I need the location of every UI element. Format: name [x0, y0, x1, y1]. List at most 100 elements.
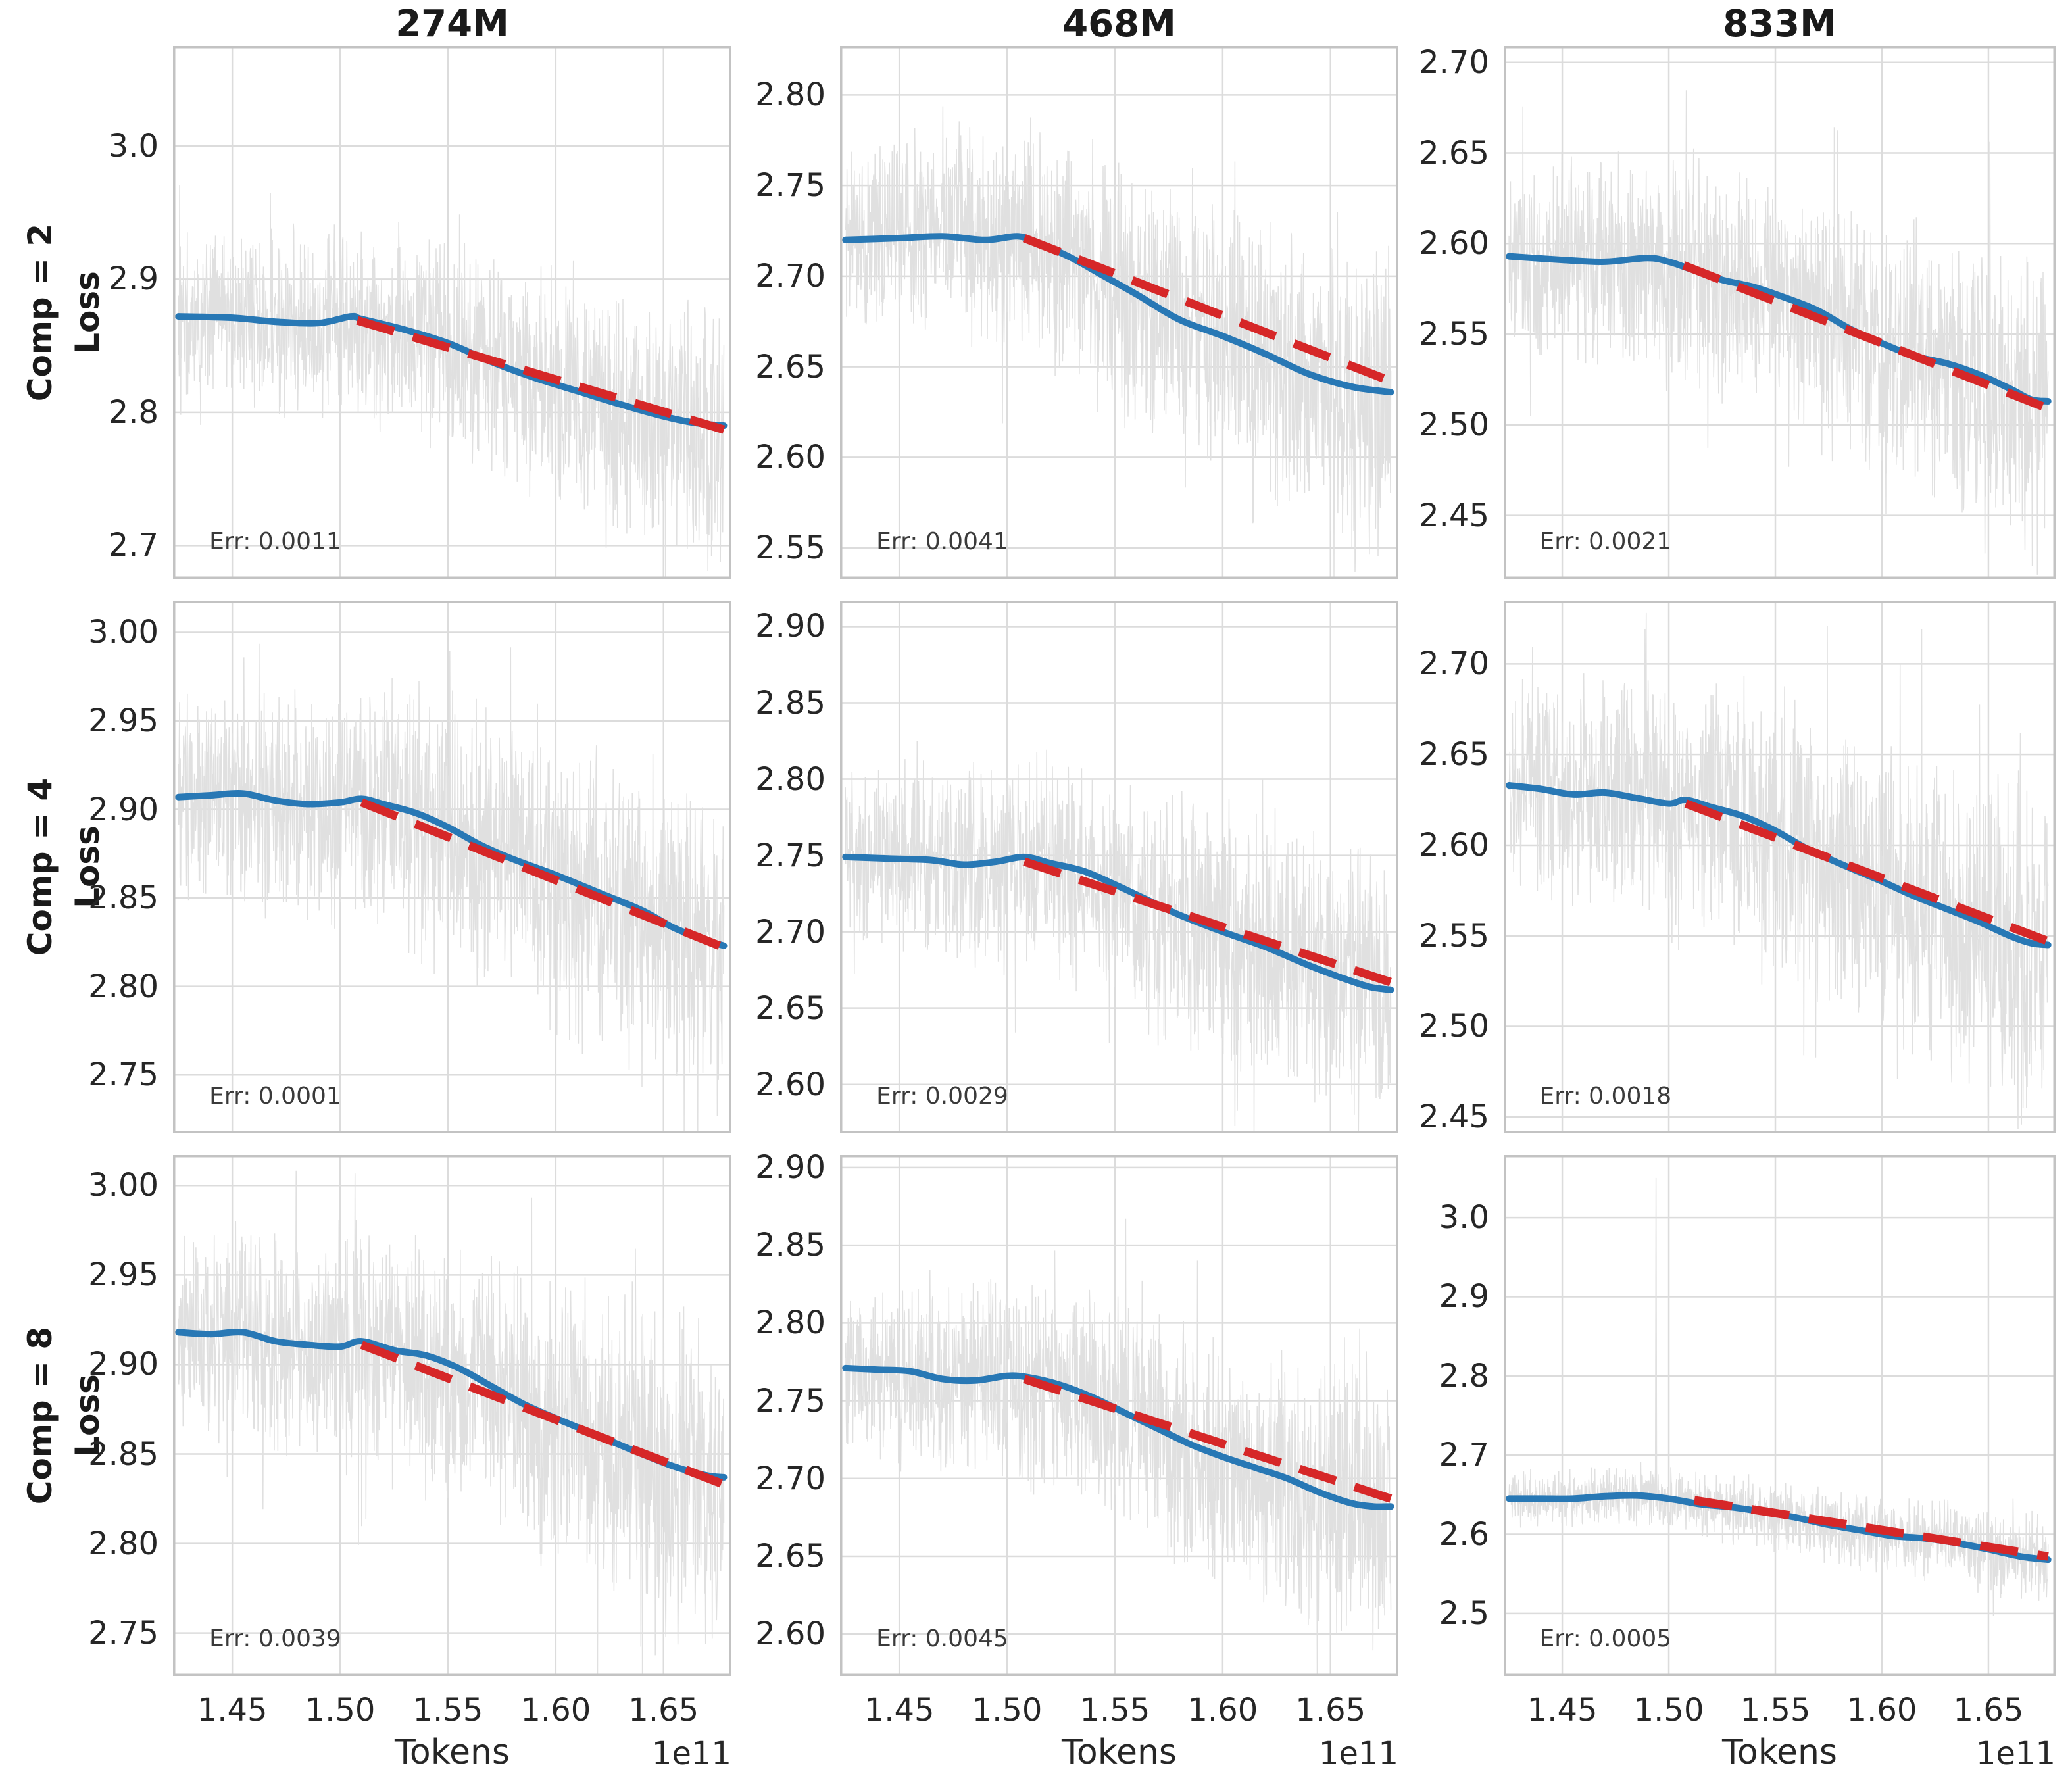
- chart-274m-comp4: Err: 0.0001: [173, 601, 731, 1133]
- y-tick-label: 2.85: [755, 684, 826, 722]
- y-tick-label: 2.9: [1439, 1278, 1489, 1316]
- plot-border: [173, 601, 731, 1133]
- axis-offset-1e11-2: 1e11: [1318, 1735, 1398, 1772]
- y-tick-label: 2.50: [1419, 406, 1489, 443]
- plot-border: [1504, 1155, 2056, 1676]
- raw-loss-series: [178, 185, 725, 578]
- axis-offset-1e11-1: 1e11: [651, 1735, 731, 1772]
- chart-468m-comp2: Err: 0.0041: [840, 46, 1398, 579]
- y-tick-label: 2.55: [1419, 917, 1489, 954]
- y-tick-label: 2.80: [755, 76, 826, 114]
- y-tick-label: 2.65: [1419, 736, 1489, 774]
- column-title-1: 274M: [395, 3, 509, 45]
- y-tick-label: 2.55: [1419, 316, 1489, 353]
- plot-border: [840, 601, 1398, 1133]
- chart-canvas: Err: 0.0045: [840, 1155, 1398, 1676]
- y-tick-label: 2.95: [88, 702, 159, 739]
- y-tick-label: 2.70: [1419, 43, 1489, 81]
- y-tick-label: 2.8: [1439, 1357, 1489, 1394]
- gridlines: [173, 46, 731, 579]
- y-tick-label: 2.9: [108, 260, 159, 298]
- raw-loss-series: [845, 106, 1392, 578]
- plot-border: [173, 46, 731, 579]
- chart-274m-comp8: Err: 0.0039: [173, 1155, 731, 1676]
- y-tick-label: 2.80: [88, 968, 159, 1005]
- fit-line: [1682, 261, 2050, 413]
- x-tick-label: 1.50: [305, 1692, 376, 1729]
- plot-border: [1504, 46, 2056, 579]
- x-tick-label: 1.60: [1846, 1692, 1917, 1729]
- y-tick-label: 3.00: [88, 614, 159, 651]
- x-tick-label: 1.45: [1527, 1692, 1598, 1729]
- column-title-3: 833M: [1723, 3, 1837, 45]
- chart-canvas: Err: 0.0005: [1504, 1155, 2056, 1676]
- chart-468m-comp8: Err: 0.0045: [840, 1155, 1398, 1676]
- y-tick-label: 2.90: [88, 1346, 159, 1383]
- fit-line: [1023, 1375, 1393, 1503]
- err-label: Err: 0.0039: [209, 1625, 341, 1652]
- plot-border: [840, 46, 1398, 579]
- y-tick-label: 2.80: [88, 1525, 159, 1562]
- column-title-2: 468M: [1062, 3, 1176, 45]
- raw-loss-series: [1508, 612, 2049, 1133]
- x-tick-label: 1.45: [864, 1692, 935, 1729]
- y-tick-label: 3.0: [108, 127, 159, 164]
- x-tick-label: 1.65: [1295, 1692, 1366, 1729]
- y-tick-label: 2.85: [88, 1435, 159, 1473]
- y-tick-label: 2.65: [755, 1537, 826, 1575]
- chart-468m-comp4: Err: 0.0029: [840, 601, 1398, 1133]
- y-tick-label: 2.90: [755, 608, 826, 645]
- y-tick-label: 2.60: [1419, 225, 1489, 262]
- x-tick-label: 1.60: [1187, 1692, 1258, 1729]
- row-label-comp-8: Comp = 8: [21, 1326, 59, 1505]
- y-tick-label: 2.45: [1419, 497, 1489, 534]
- smoothed-loss-series: [1506, 253, 2052, 405]
- y-tick-label: 2.85: [88, 879, 159, 917]
- y-tick-label: 2.65: [1419, 134, 1489, 172]
- x-tick-label: 1.55: [1740, 1692, 1811, 1729]
- raw-loss-series: [178, 1170, 725, 1675]
- x-tick-label: 1.65: [628, 1692, 699, 1729]
- raw-loss-series: [845, 741, 1392, 1133]
- y-tick-label: 2.95: [88, 1256, 159, 1294]
- fit-line: [1684, 799, 2050, 946]
- x-tick-label: 1.50: [972, 1692, 1043, 1729]
- y-tick-label: 2.65: [755, 989, 826, 1027]
- raw-loss-series: [178, 643, 725, 1133]
- fit-line: [360, 798, 726, 952]
- smoothed-loss-series: [842, 233, 1394, 396]
- fit-line: [1023, 857, 1393, 987]
- err-label: Err: 0.0021: [1540, 528, 1672, 555]
- smoothed-loss-series: [842, 853, 1394, 993]
- smoothed-loss-series: [842, 1364, 1394, 1510]
- y-tick-label: 2.60: [755, 1616, 826, 1653]
- row-label-comp-2: Comp = 2: [21, 223, 59, 402]
- gridlines: [1504, 1155, 2056, 1676]
- y-tick-label: 2.65: [755, 348, 826, 385]
- row-label-comp-4: Comp = 4: [21, 777, 59, 956]
- x-tick-label: 1.55: [1079, 1692, 1150, 1729]
- chart-canvas: Err: 0.0029: [840, 601, 1398, 1133]
- x-tick-label: 1.45: [197, 1692, 268, 1729]
- x-tick-label: 1.55: [412, 1692, 483, 1729]
- y-tick-label: 2.60: [755, 1066, 826, 1103]
- err-label: Err: 0.0041: [876, 528, 1008, 555]
- err-label: Err: 0.0018: [1540, 1083, 1672, 1110]
- chart-canvas: Err: 0.0021: [1504, 46, 2056, 579]
- chart-canvas: Err: 0.0039: [173, 1155, 731, 1676]
- y-tick-label: 3.0: [1439, 1199, 1489, 1237]
- fit-line: [360, 1341, 726, 1489]
- y-tick-label: 2.90: [88, 791, 159, 828]
- x-axis-title-3: Tokens: [1721, 1733, 1838, 1772]
- chart-canvas: Err: 0.0041: [840, 46, 1398, 579]
- y-tick-label: 2.45: [1419, 1098, 1489, 1136]
- raw-loss-series: [1508, 1177, 2049, 1617]
- plot-border: [840, 1155, 1398, 1676]
- err-label: Err: 0.0001: [209, 1083, 341, 1110]
- chart-canvas: Err: 0.0011: [173, 46, 731, 579]
- y-tick-label: 2.75: [755, 167, 826, 205]
- y-tick-label: 2.80: [755, 1304, 826, 1342]
- y-tick-label: 2.75: [755, 837, 826, 874]
- y-tick-label: 2.55: [755, 530, 826, 567]
- y-tick-label: 2.75: [88, 1614, 159, 1652]
